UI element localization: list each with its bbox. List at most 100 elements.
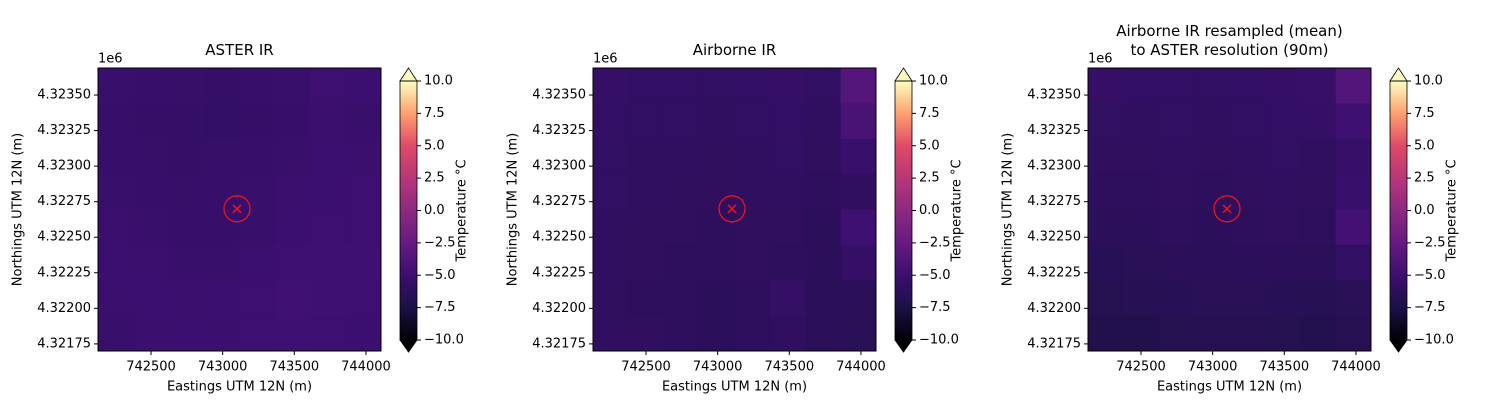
colorbar-segment [400,166,417,170]
colorbar-segment [895,189,912,193]
x-tick-label: 744000 [1331,360,1381,375]
colorbar-segment [1390,226,1407,230]
colorbar-segment [400,125,417,129]
colorbar-segment [1390,218,1407,222]
colorbar-segment [895,122,912,126]
colorbar-segment [400,117,417,121]
marker-circle [1213,195,1241,223]
colorbar-segment [895,96,912,100]
colorbar-segment [1390,251,1407,256]
colorbar-segment [400,83,417,87]
colorbar-segment [895,132,912,136]
heatmap-cell [699,174,735,210]
heatmap-cell [239,315,276,352]
colorbar-segment [1390,280,1407,284]
colorbar-segment [400,233,417,237]
heatmap-cell [204,280,240,317]
y-tick-label: 4.32250 [532,230,586,245]
colorbar-segment [400,267,417,271]
heatmap-cell [1123,209,1160,246]
heatmap-cell [310,68,347,104]
colorbar-segment [895,298,912,302]
colorbar-segment [1390,119,1407,123]
heatmap-cell [734,138,771,175]
colorbar-segment [895,143,912,147]
heatmap-cell [274,174,311,210]
colorbar-segment [895,301,912,305]
colorbar-segment [895,202,912,206]
colorbar-segment [895,334,912,338]
colorbar-segment [400,270,417,274]
heatmap-cell [769,103,806,140]
heatmap-cell [734,103,771,140]
colorbar-tick-label: −2.5 [919,235,951,250]
heatmap-cell [1335,174,1372,210]
colorbar-segment [400,153,417,157]
heatmap-cell [204,68,240,104]
y-axis-label: Northings UTM 12N (m) [506,133,521,286]
colorbar-segment [895,145,912,149]
colorbar-segment [1390,197,1407,201]
heatmap-cell [663,68,700,104]
colorbar-tick-label: 5.0 [919,138,940,153]
colorbar-tick-label: 2.5 [919,171,940,186]
colorbar-segment [895,249,912,253]
heatmap-cell [1264,244,1301,281]
colorbar-segment [1390,254,1407,258]
colorbar-segment [1390,166,1407,170]
heatmap-cell [1264,280,1301,317]
y-tick-label: 4.32225 [1027,265,1081,280]
colorbar-tick-label: 10.0 [1414,74,1443,89]
colorbar-segment [895,306,912,310]
heatmap-cell [1229,315,1266,352]
colorbar-segment [1390,88,1407,92]
axes-frame [97,67,382,352]
heatmap-cell [345,209,382,246]
heatmap-cell [1088,209,1124,246]
colorbar-segment [1390,244,1407,248]
y-tick-label: 4.32175 [1027,336,1081,351]
colorbar-segment [400,295,417,300]
heatmap-cell [204,244,240,281]
heatmap-cell [274,138,311,175]
colorbar-segment [895,106,912,110]
colorbar-segment [1390,192,1407,196]
offset-text: 1e6 [593,52,618,67]
x-tick-label: 742500 [1116,360,1166,375]
colorbar-segment [895,254,912,258]
colorbar-segment [1390,163,1407,167]
heatmap-cell [1194,174,1230,210]
colorbar-segment [1390,148,1407,152]
heatmap-cell [628,244,665,281]
colorbar-segment [400,334,417,338]
colorbar-extend-max [894,67,913,82]
heatmap-cell [1158,209,1195,246]
heatmap-cell [1335,209,1372,246]
colorbar-segment [400,218,417,222]
colorbar-tick-label: 7.5 [424,106,445,121]
colorbar-segment [895,303,912,307]
heatmap-cell [168,138,205,175]
heatmap-cell [1194,68,1230,104]
heatmap-cell [133,209,170,246]
colorbar-tick-label: −5.0 [919,268,951,283]
x-tick-label: 743000 [1188,360,1238,375]
colorbar-segment [1390,91,1407,95]
colorbar-segment [1390,150,1407,155]
heatmap-cell [133,315,170,352]
heatmap-cell [204,138,240,175]
colorbar-segment [895,246,912,250]
heatmap-cell [1300,209,1337,246]
heatmap-cell [628,174,665,210]
colorbar-segment [1390,272,1407,276]
colorbar-segment [1390,332,1407,336]
colorbar-segment [895,285,912,289]
heatmap-cell [840,174,877,210]
colorbar-extend-max [1389,67,1408,82]
colorbar-tick-label: −5.0 [1414,268,1446,283]
colorbar-segment [1390,283,1407,287]
heatmap-cell [699,209,735,246]
colorbar-segment [400,171,417,175]
heatmap-cell [345,280,382,317]
colorbar-segment [895,163,912,167]
